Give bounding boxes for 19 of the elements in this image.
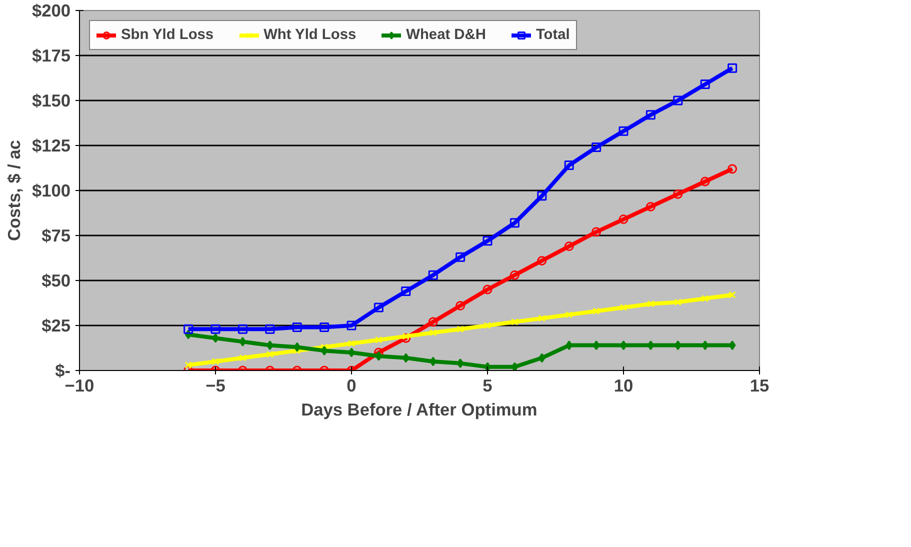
y-tick-label: $175 bbox=[32, 46, 71, 66]
legend-label: Total bbox=[536, 27, 570, 43]
x-tick-label: 0 bbox=[346, 376, 356, 396]
y-tick-label: $100 bbox=[32, 180, 71, 200]
y-tick-label: $50 bbox=[42, 270, 71, 290]
x-tick-label: 10 bbox=[614, 376, 634, 396]
legend-label: Wht Yld Loss bbox=[264, 27, 356, 43]
y-tick-label: $75 bbox=[42, 226, 71, 246]
y-tick-label: $150 bbox=[32, 90, 71, 110]
legend-label: Sbn Yld Loss bbox=[121, 27, 214, 43]
x-axis-title: Days Before / After Optimum bbox=[301, 400, 538, 420]
y-axis-title: Costs, $ / ac bbox=[4, 140, 24, 242]
x-tick-label: 5 bbox=[482, 376, 493, 396]
y-tick-label: $200 bbox=[32, 0, 71, 20]
y-tick-label: $125 bbox=[32, 136, 71, 156]
legend-label: Wheat D&H bbox=[406, 27, 486, 43]
x-tick-label: −5 bbox=[206, 376, 226, 396]
x-tick-label: 15 bbox=[750, 376, 770, 396]
y-tick-label: $25 bbox=[42, 316, 71, 336]
